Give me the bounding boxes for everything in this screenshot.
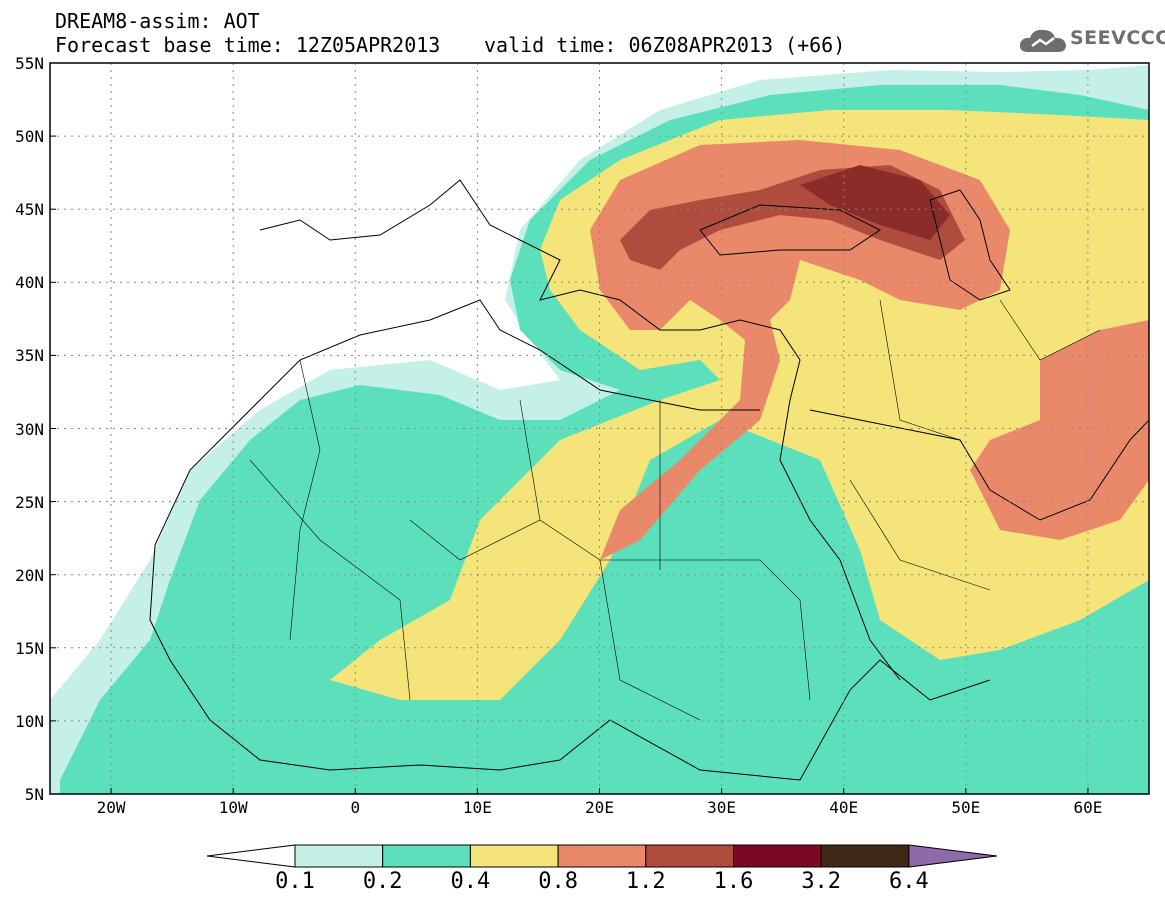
map-title: DREAM8-assim: AOT <box>55 9 260 33</box>
europe-coastline <box>259 179 901 681</box>
lon-label: 10W <box>218 798 248 817</box>
valid-time-label: valid time: 06Z08APR2013 (+66) <box>484 33 846 57</box>
colorbar-label: 0.8 <box>538 869 578 894</box>
lon-label: 40E <box>829 798 859 817</box>
colorbar-label: 0.4 <box>450 869 491 894</box>
lat-label: 30N <box>15 419 44 439</box>
black-sea-coastline <box>699 204 881 256</box>
lat-label: 20N <box>15 565 44 585</box>
colorbar-label: 1.2 <box>625 869 666 894</box>
colorbar-swatch <box>294 844 384 868</box>
lat-label: 25N <box>15 492 44 512</box>
colorbar-label: 0.1 <box>275 869 315 894</box>
aot-contour-0.8 <box>590 140 1149 560</box>
cloud-icon <box>1019 29 1066 52</box>
colorbar-swatch-below <box>206 844 296 868</box>
colorbar-label: 6.4 <box>889 869 929 894</box>
lat-label: 55N <box>15 54 44 73</box>
lat-label: 10N <box>15 711 44 731</box>
colorbar-swatch <box>557 844 647 868</box>
colorbar-swatch <box>645 844 734 868</box>
political-borders <box>249 299 1101 721</box>
lat-label: 35N <box>15 346 44 366</box>
colorbar-label: 3.2 <box>801 869 842 894</box>
lon-label: 10E <box>462 798 492 817</box>
seevccc-logo: SEEVCCC <box>1018 26 1165 56</box>
colorbar-swatch <box>382 844 471 868</box>
logo-text: SEEVCCC <box>1070 27 1165 49</box>
lat-label: 50N <box>15 127 44 147</box>
africa-coastline <box>149 299 991 781</box>
lon-label: 20W <box>96 798 126 817</box>
colorbar-label: 1.6 <box>713 869 754 894</box>
axis-ticks <box>50 62 1089 795</box>
lat-label: 15N <box>15 638 44 658</box>
colorbar-swatch <box>820 844 910 868</box>
colorbar <box>206 844 997 868</box>
colorbar-swatch <box>469 844 559 868</box>
lon-label: 50E <box>951 798 981 817</box>
lon-label: 20E <box>585 798 614 817</box>
colorbar-swatch <box>733 844 822 868</box>
lat-label: 40N <box>15 273 44 293</box>
caspian-coastline <box>929 189 1011 301</box>
lon-label: 30E <box>707 798 737 817</box>
colorbar-label: 0.2 <box>362 869 403 894</box>
arabia-coastline <box>809 409 1149 521</box>
colorbar-swatch-above <box>908 844 997 868</box>
aot-contour-1.2-core <box>800 165 950 240</box>
lon-label: 60E <box>1073 798 1103 817</box>
coastlines <box>149 179 1149 781</box>
lat-label: 45N <box>15 200 44 220</box>
lon-label: 0 <box>350 798 361 817</box>
base-time-label: Forecast base time: 12Z05APR2013 <box>55 33 441 57</box>
gridlines <box>50 63 1149 794</box>
lat-label: 5N <box>24 785 44 804</box>
